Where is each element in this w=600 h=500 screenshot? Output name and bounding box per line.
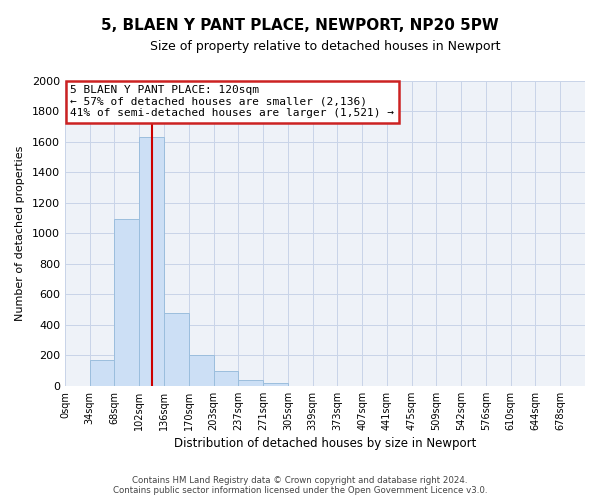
X-axis label: Distribution of detached houses by size in Newport: Distribution of detached houses by size … bbox=[174, 437, 476, 450]
Y-axis label: Number of detached properties: Number of detached properties bbox=[15, 146, 25, 321]
Text: 5, BLAEN Y PANT PLACE, NEWPORT, NP20 5PW: 5, BLAEN Y PANT PLACE, NEWPORT, NP20 5PW bbox=[101, 18, 499, 32]
Bar bbox=[189, 356, 214, 386]
Bar bbox=[139, 137, 164, 386]
Bar bbox=[164, 312, 189, 386]
Text: Contains HM Land Registry data © Crown copyright and database right 2024.
Contai: Contains HM Land Registry data © Crown c… bbox=[113, 476, 487, 495]
Bar bbox=[263, 383, 288, 386]
Bar bbox=[115, 220, 139, 386]
Bar bbox=[238, 380, 263, 386]
Text: 5 BLAEN Y PANT PLACE: 120sqm
← 57% of detached houses are smaller (2,136)
41% of: 5 BLAEN Y PANT PLACE: 120sqm ← 57% of de… bbox=[70, 85, 394, 118]
Bar bbox=[89, 360, 115, 386]
Bar bbox=[214, 370, 238, 386]
Title: Size of property relative to detached houses in Newport: Size of property relative to detached ho… bbox=[150, 40, 500, 53]
